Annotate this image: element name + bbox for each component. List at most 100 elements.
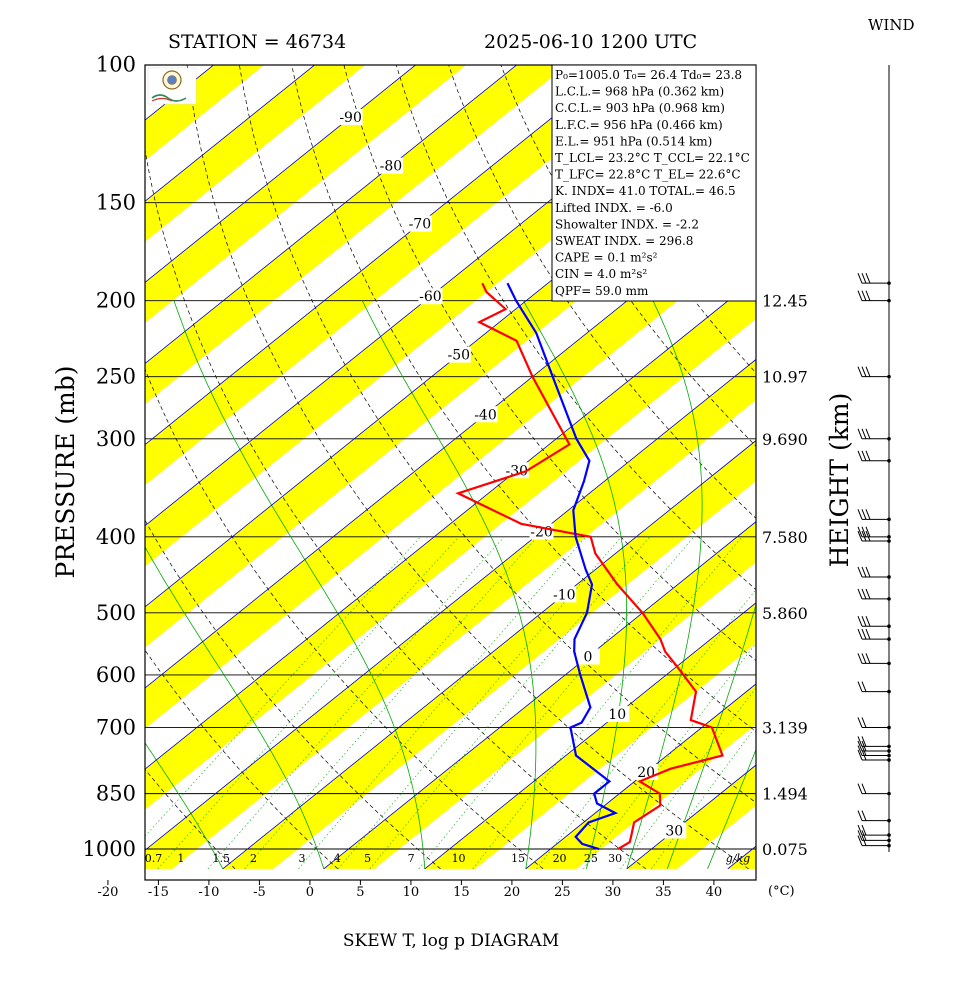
moist-layer-band bbox=[145, 65, 467, 323]
temperature-tick-label: 40 bbox=[706, 885, 723, 900]
wind-profile bbox=[857, 65, 891, 852]
wind-barb-feather bbox=[865, 526, 871, 538]
info-box-line: Lifted INDX. = -6.0 bbox=[555, 201, 673, 215]
height-tick-label: 3.139 bbox=[762, 718, 808, 737]
info-box-line: E.L.= 951 hPa (0.514 km) bbox=[555, 134, 712, 148]
wind-barb-feather bbox=[865, 530, 871, 542]
temperature-tick-label: -20 bbox=[97, 885, 118, 900]
pressure-tick-label: 500 bbox=[96, 601, 136, 625]
info-box-line: T_LFC= 22.8°C T_EL= 22.6°C bbox=[555, 168, 741, 182]
wind-barb-feather bbox=[857, 681, 863, 692]
pressure-tick-label: 1000 bbox=[83, 837, 136, 861]
isotherm-label-bg bbox=[407, 215, 432, 232]
height-tick-label: 1.494 bbox=[762, 785, 808, 804]
temperature-tick-label: 35 bbox=[655, 885, 672, 900]
isotherm-line bbox=[145, 277, 756, 770]
mixing-ratio-line bbox=[418, 536, 695, 870]
wind-barb-feather bbox=[865, 653, 871, 664]
info-box-line: L.F.C.= 956 hPa (0.466 km) bbox=[555, 118, 723, 132]
isotherm-line bbox=[145, 65, 417, 283]
temperature-tick-label: 30 bbox=[605, 885, 622, 900]
datetime-label: 2025-06-10 1200 UTC bbox=[484, 31, 697, 53]
mixing-ratio-labels: 0.7 1 1.5 2 3 4 5 7 10 15 20 25 30 g/kg bbox=[145, 852, 750, 865]
wind-barb-feather bbox=[857, 835, 863, 846]
temperature-tick-labels: -20 -15 -10 -5 0 5 10 15 20 25 30 35 40 bbox=[97, 880, 722, 900]
wind-barb-feather bbox=[861, 681, 867, 692]
wind-barb-feather bbox=[861, 616, 867, 627]
wind-barb-feather bbox=[861, 290, 867, 301]
height-tick-label: 10.97 bbox=[762, 368, 808, 387]
isotherm-label-bg bbox=[473, 406, 498, 423]
wind-barb-feather bbox=[861, 272, 867, 284]
wind-barb-feather bbox=[861, 830, 867, 841]
moist-layer-band bbox=[145, 65, 265, 161]
isotherm-label-bg bbox=[446, 346, 471, 363]
moist-adiabat bbox=[666, 603, 756, 870]
isotherm-line bbox=[424, 602, 756, 870]
wind-barb-feather bbox=[865, 428, 871, 439]
wind-barb-feather bbox=[857, 745, 863, 756]
isotherm-label-bg bbox=[338, 108, 363, 125]
pressure-tick-label: 150 bbox=[96, 191, 136, 215]
isotherm-label-bg bbox=[378, 157, 403, 174]
isotherm-line bbox=[145, 196, 756, 689]
dry-adiabat bbox=[919, 65, 960, 869]
pressure-tick-label: 850 bbox=[96, 782, 136, 806]
wind-barb-feather bbox=[857, 717, 863, 728]
height-tick-label: 0.075 bbox=[762, 840, 808, 859]
wind-barb-feather bbox=[857, 428, 863, 439]
mixing-ratio-line bbox=[298, 536, 587, 870]
temperature-line bbox=[455, 282, 724, 850]
mixing-ratio-label: 0.7 bbox=[145, 852, 163, 865]
mixing-ratio-label: 4 bbox=[334, 852, 341, 865]
wind-barb-feather bbox=[865, 290, 871, 301]
wind-barb-feather bbox=[861, 428, 867, 439]
moist-adiabat bbox=[173, 300, 426, 869]
wind-barb-feather bbox=[857, 616, 863, 627]
isotherm-label: 0 bbox=[583, 649, 592, 665]
mixing-ratio-label: 25 bbox=[584, 852, 598, 865]
wind-label: WIND bbox=[868, 16, 915, 34]
isotherm-label: -10 bbox=[553, 587, 576, 603]
isotherm-line bbox=[525, 683, 756, 870]
wind-barb-feather bbox=[857, 272, 863, 284]
wind-barb-feather bbox=[857, 749, 863, 761]
mixing-ratio-label: 10 bbox=[452, 852, 466, 865]
wind-barb-feather bbox=[861, 366, 867, 377]
mixing-ratio-label: 7 bbox=[408, 852, 415, 865]
mixing-ratio-unit: g/kg bbox=[726, 852, 750, 865]
moist-layer-band bbox=[145, 65, 568, 405]
dry-adiabat bbox=[500, 65, 756, 447]
height-tick-label: 12.45 bbox=[762, 292, 808, 311]
dry-adiabat bbox=[867, 65, 960, 869]
wind-barb-feather bbox=[857, 740, 863, 752]
mixing-ratio-lines bbox=[145, 536, 756, 870]
dewpoint-line bbox=[506, 282, 619, 851]
wind-barb-feather bbox=[857, 628, 863, 640]
wind-barb-feather bbox=[861, 526, 867, 538]
wind-barb-feather bbox=[865, 588, 871, 600]
isotherm-label: -70 bbox=[409, 217, 432, 233]
dry-adiabat bbox=[291, 65, 756, 733]
wind-barb-feather bbox=[857, 526, 863, 538]
wind-barb-feather bbox=[861, 450, 867, 461]
wind-barb-feather bbox=[857, 824, 863, 836]
moist-adiabat bbox=[707, 748, 756, 870]
moist-layer-band bbox=[145, 359, 756, 869]
height-axis-label: HEIGHT (km) bbox=[825, 393, 854, 568]
moist-adiabat bbox=[361, 300, 537, 869]
height-tick-label: 7.580 bbox=[762, 528, 808, 547]
mixing-ratio-label: 2 bbox=[250, 852, 257, 865]
plot-frame bbox=[144, 64, 757, 881]
info-box-line: SWEAT INDX. = 296.8 bbox=[555, 234, 693, 248]
mixing-ratio-line bbox=[207, 536, 505, 870]
wind-barb-feather bbox=[857, 290, 863, 301]
wind-barb-feather bbox=[861, 824, 867, 836]
info-box-line: T_LCL= 23.2°C T_CCL= 22.1°C bbox=[555, 151, 750, 165]
moist-layer-band bbox=[145, 65, 366, 242]
isotherm-label-bg bbox=[575, 648, 600, 665]
temperature-tick-label: 5 bbox=[356, 885, 364, 900]
wind-barb-feather bbox=[865, 450, 871, 461]
